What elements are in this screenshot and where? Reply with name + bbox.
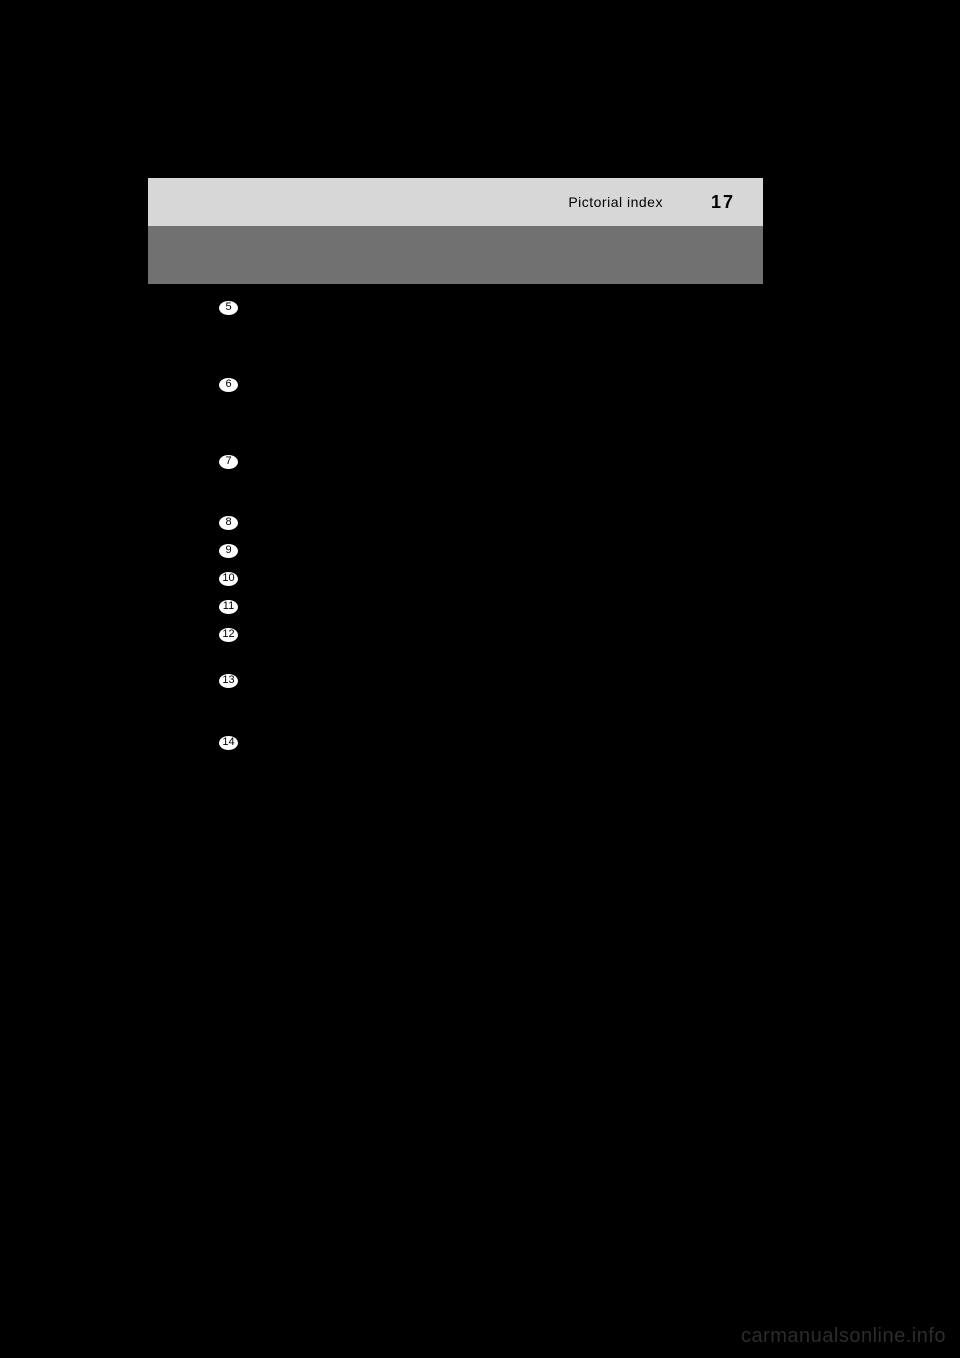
index-badge: 10: [218, 571, 239, 587]
index-item: 11: [218, 596, 239, 615]
index-item: 13: [218, 670, 239, 689]
index-badge: 13: [218, 673, 239, 689]
index-badge: 7: [218, 454, 239, 470]
watermark: carmanualsonline.info: [741, 1325, 946, 1348]
index-item: 10: [218, 568, 239, 587]
index-item: 8: [218, 512, 239, 531]
index-badge: 9: [218, 543, 239, 559]
index-badge: 8: [218, 515, 239, 531]
section-label: Pictorial index: [568, 194, 663, 210]
index-item: 9: [218, 540, 239, 559]
page-number: 17: [711, 192, 735, 213]
index-item: 6: [218, 374, 239, 393]
index-item: 7: [218, 451, 239, 470]
index-badge: 11: [218, 599, 239, 615]
index-badge: 14: [218, 735, 239, 751]
index-badge: 5: [218, 300, 239, 316]
index-badge: 6: [218, 377, 239, 393]
manual-page: Pictorial index 17 5 6 7 8 9 10 11 12 13 14: [148, 178, 763, 1178]
index-item: 5: [218, 297, 239, 316]
page-header-dark: [148, 226, 763, 284]
page-header-light: Pictorial index 17: [148, 178, 763, 226]
index-item: 14: [218, 732, 239, 751]
index-badge: 12: [218, 627, 239, 643]
index-item: 12: [218, 624, 239, 643]
